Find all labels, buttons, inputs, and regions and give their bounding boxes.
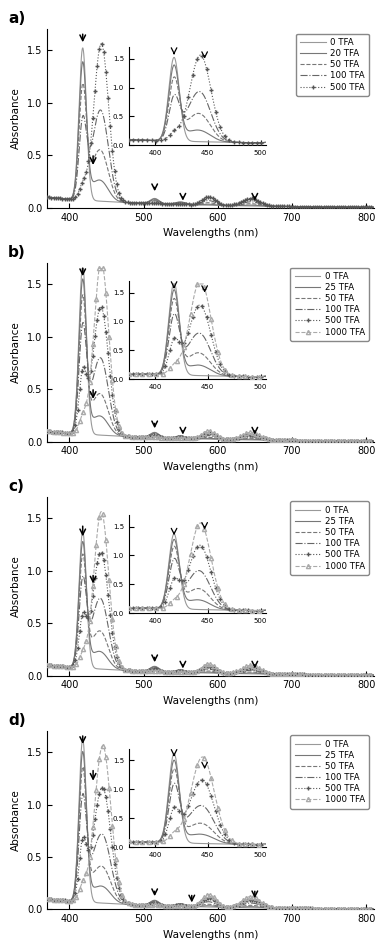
X-axis label: Wavelengths (nm): Wavelengths (nm) — [163, 228, 258, 238]
Y-axis label: Absorbance: Absorbance — [11, 789, 21, 851]
Text: c): c) — [8, 478, 24, 494]
Text: d): d) — [8, 712, 26, 728]
X-axis label: Wavelengths (nm): Wavelengths (nm) — [163, 462, 258, 472]
Text: b): b) — [8, 244, 26, 260]
Y-axis label: Absorbance: Absorbance — [11, 87, 21, 149]
Y-axis label: Absorbance: Absorbance — [11, 555, 21, 617]
Y-axis label: Absorbance: Absorbance — [11, 321, 21, 383]
X-axis label: Wavelengths (nm): Wavelengths (nm) — [163, 930, 258, 940]
Legend: 0 TFA, 25 TFA, 50 TFA, 100 TFA, 500 TFA, 1000 TFA: 0 TFA, 25 TFA, 50 TFA, 100 TFA, 500 TFA,… — [290, 501, 369, 574]
Legend: 0 TFA, 20 TFA, 50 TFA, 100 TFA, 500 TFA: 0 TFA, 20 TFA, 50 TFA, 100 TFA, 500 TFA — [296, 33, 369, 96]
X-axis label: Wavelengths (nm): Wavelengths (nm) — [163, 696, 258, 706]
Legend: 0 TFA, 25 TFA, 50 TFA, 100 TFA, 500 TFA, 1000 TFA: 0 TFA, 25 TFA, 50 TFA, 100 TFA, 500 TFA,… — [290, 267, 369, 340]
Text: a): a) — [8, 10, 25, 26]
Legend: 0 TFA, 25 TFA, 50 TFA, 100 TFA, 500 TFA, 1000 TFA: 0 TFA, 25 TFA, 50 TFA, 100 TFA, 500 TFA,… — [290, 735, 369, 808]
